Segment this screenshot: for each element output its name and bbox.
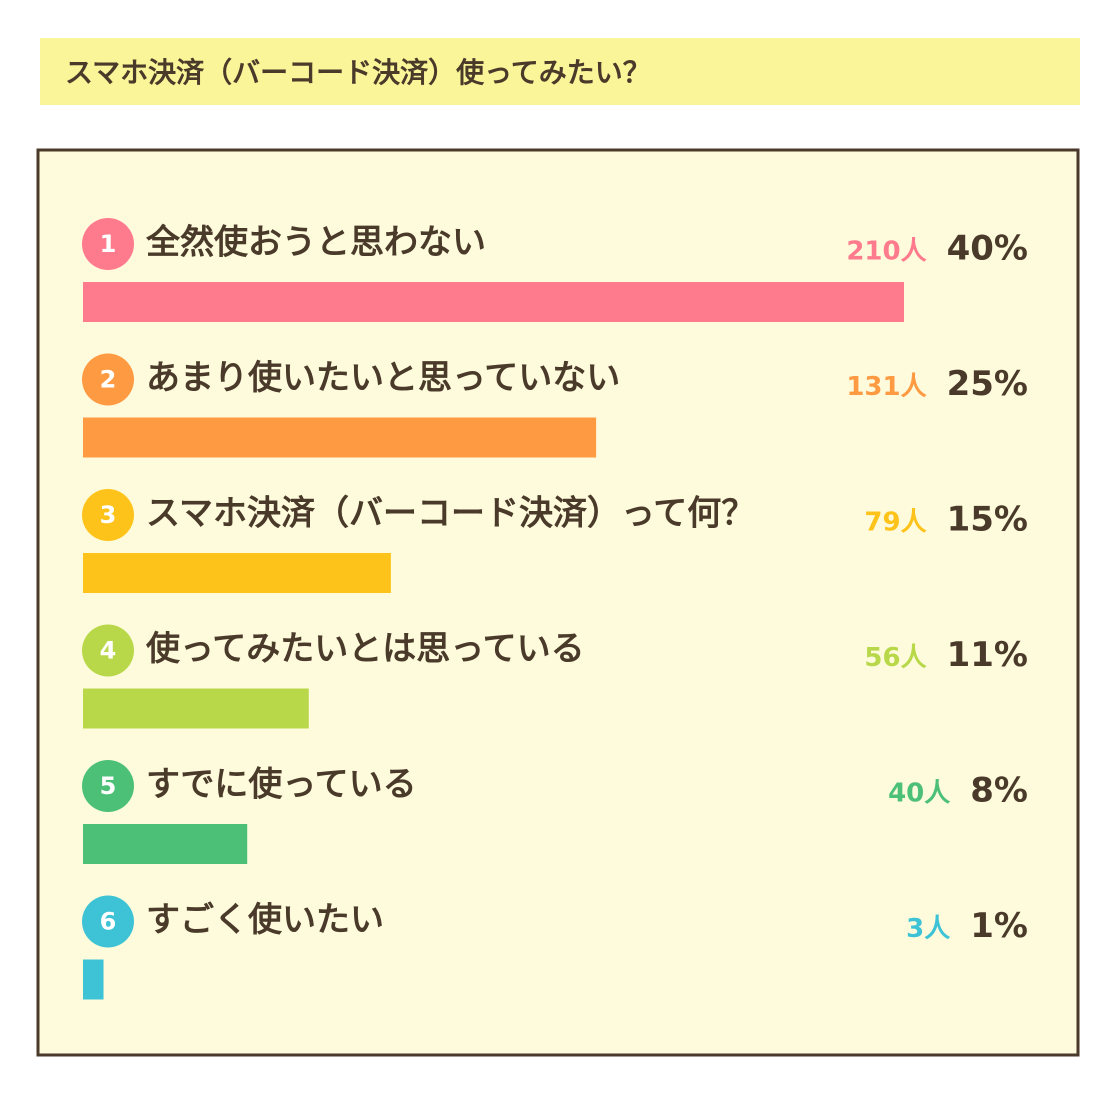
count-label: 56人 (864, 643, 926, 673)
bar (83, 417, 597, 458)
value-label: 1% (970, 906, 1028, 946)
bar (83, 282, 904, 322)
rank-number: 1 (100, 230, 117, 258)
chart-title: スマホ決済（バーコード決済）使ってみたい？ (65, 56, 651, 89)
bar (83, 688, 309, 729)
category-label: 使ってみたいとは思っている (145, 629, 585, 669)
rank-number: 4 (100, 637, 117, 665)
title-band (40, 38, 1080, 105)
rank-badge (82, 895, 134, 948)
count-label: 79人 (864, 508, 926, 538)
bar (83, 824, 248, 864)
count-label: 131人 (846, 372, 926, 402)
rank-badge (82, 353, 134, 406)
count-label: 210人 (846, 237, 926, 267)
rank-badge (82, 760, 134, 812)
rank-badge (82, 489, 134, 541)
rank-number: 2 (100, 366, 117, 394)
count-label: 40人 (888, 779, 950, 809)
category-label: すでに使っている (146, 765, 417, 805)
category-label: スマホ決済（バーコード決済）って何？ (146, 494, 755, 534)
value-label: 8% (970, 771, 1028, 811)
bar (83, 553, 391, 593)
value-label: 25% (947, 364, 1028, 404)
category-label: あまり使いたいと思っていない (146, 358, 620, 398)
rank-number: 3 (100, 501, 117, 529)
value-label: 40% (947, 229, 1028, 269)
category-label: すごく使いたい (146, 900, 384, 940)
rank-badge (82, 624, 134, 677)
bar (83, 959, 104, 1000)
rank-number: 5 (100, 772, 117, 800)
rank-number: 6 (100, 908, 117, 936)
value-label: 15% (947, 500, 1028, 540)
value-label: 11% (947, 635, 1028, 675)
count-label: 3人 (906, 914, 950, 944)
rank-badge (82, 218, 134, 270)
category-label: 全然使おうと思わない (145, 223, 486, 263)
